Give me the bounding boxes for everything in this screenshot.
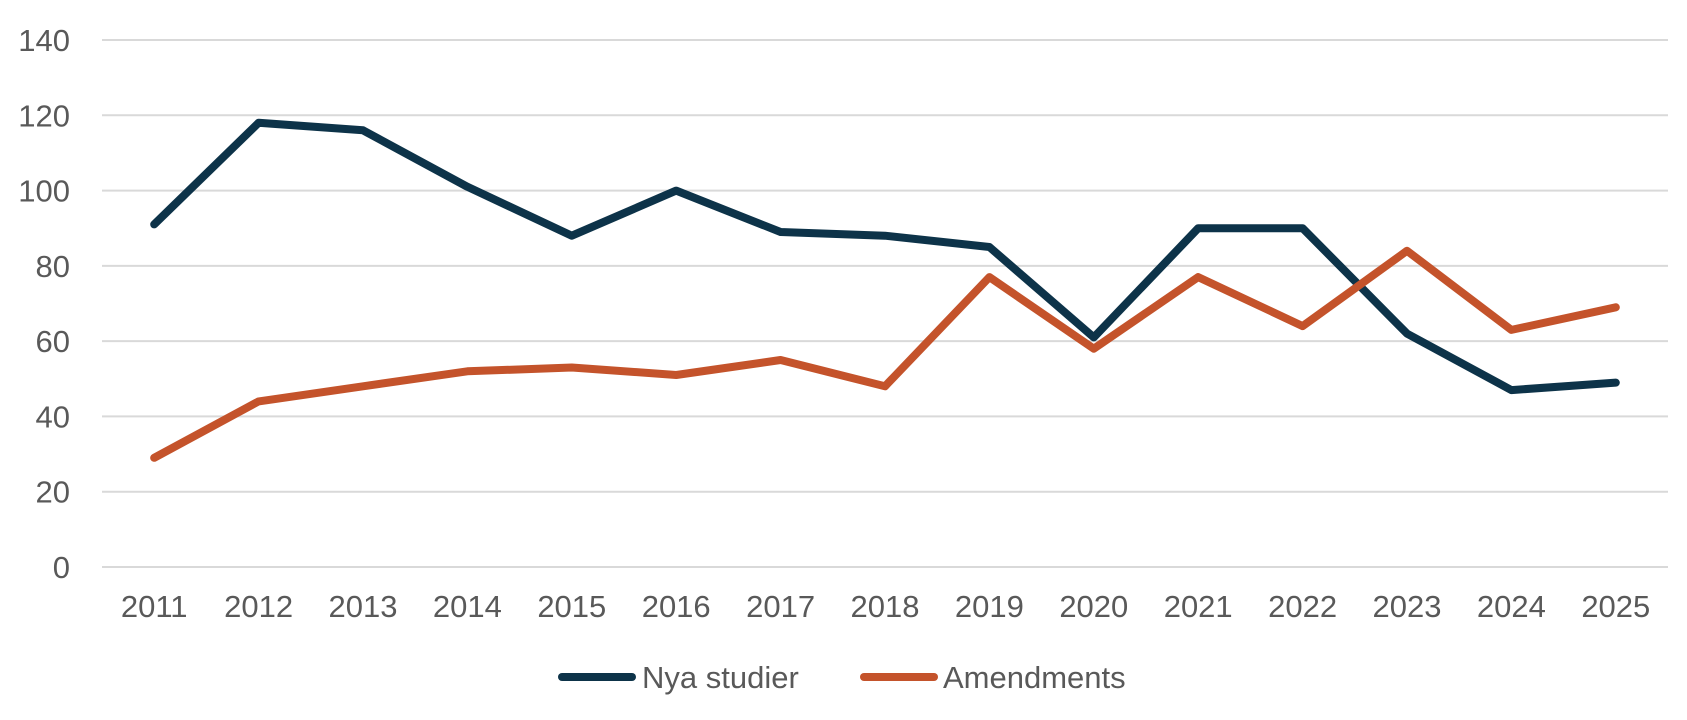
y-tick-label: 0	[53, 550, 70, 585]
series-line-amendments	[150, 246, 1620, 462]
x-tick-label: 2019	[955, 589, 1024, 624]
legend-label: Amendments	[943, 660, 1126, 695]
legend: Nya studier Amendments	[558, 660, 1126, 695]
y-tick-label: 60	[36, 324, 70, 359]
x-tick-label: 2015	[537, 589, 606, 624]
y-tick-label: 20	[36, 475, 70, 510]
x-tick-label: 2018	[851, 589, 920, 624]
x-tick-label: 2025	[1581, 589, 1650, 624]
y-tick-label: 80	[36, 249, 70, 284]
gridlines	[102, 39, 1668, 568]
y-tick-label: 120	[18, 98, 70, 133]
x-axis: 2011 2012 2013 2014 2015 2016 2017 2018 2019 2020…	[121, 589, 1650, 624]
x-tick-label: 2012	[224, 589, 293, 624]
x-tick-label: 2021	[1164, 589, 1233, 624]
x-tick-label: 2022	[1268, 589, 1337, 624]
y-axis: 0 20 40 60 80 100 120 140	[18, 23, 70, 585]
series-lines	[150, 118, 1620, 462]
x-tick-label: 2016	[642, 589, 711, 624]
y-tick-label: 100	[18, 174, 70, 209]
x-tick-label: 2024	[1477, 589, 1546, 624]
x-tick-label: 2020	[1059, 589, 1128, 624]
y-tick-label: 140	[18, 23, 70, 58]
y-tick-label: 40	[36, 399, 70, 434]
x-tick-label: 2017	[746, 589, 815, 624]
x-tick-label: 2014	[433, 589, 502, 624]
x-tick-label: 2013	[329, 589, 398, 624]
x-tick-label: 2011	[121, 589, 188, 624]
x-tick-label: 2023	[1373, 589, 1442, 624]
legend-label: Nya studier	[642, 660, 799, 695]
